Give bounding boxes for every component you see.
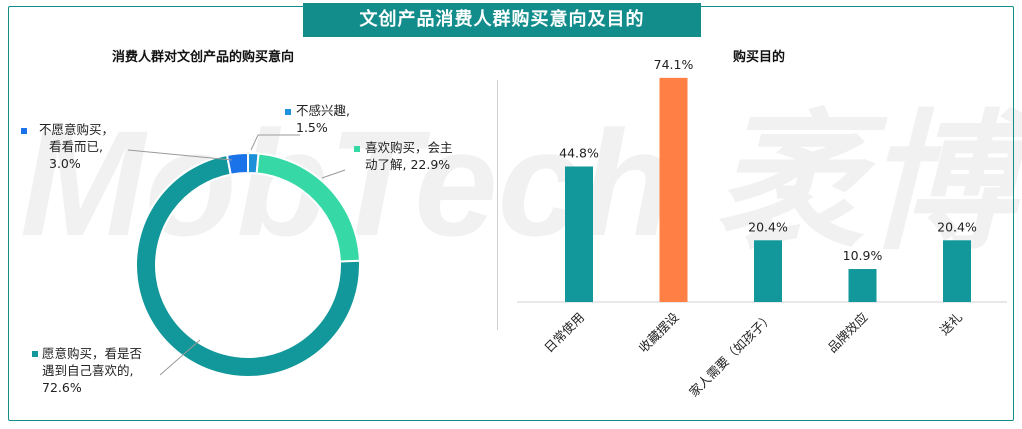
- bar-family-needs: [754, 240, 782, 302]
- label-unwilling-to-buy-leader: [127, 149, 233, 161]
- value-label-collection: 74.1%: [654, 57, 694, 72]
- label-unwilling-to-buy-line-1: 不愿意购买，: [39, 122, 114, 137]
- label-unwilling-to-buy-line-3: 3.0%: [49, 156, 81, 171]
- tick-label-brand-effect: 品牌效应: [825, 310, 871, 356]
- tick-label-family-needs: 家人需要（如孩子）: [686, 310, 776, 400]
- label-not-interested-leader: [250, 134, 300, 151]
- value-label-gift: 20.4%: [937, 219, 977, 234]
- label-like-to-buy-line-2: 动了解, 22.9%: [365, 157, 450, 172]
- label-willing-to-buy-line-2: 遇到自己喜欢的,: [42, 363, 133, 378]
- label-unwilling-to-buy-marker: [21, 128, 27, 134]
- value-label-brand-effect: 10.9%: [843, 248, 883, 263]
- tick-label-collection: 收藏摆设: [636, 309, 682, 355]
- label-not-interested-line-1: 不感兴趣,: [296, 103, 350, 118]
- bar-collection: [659, 77, 688, 302]
- chart-divider: [497, 80, 498, 330]
- bar-gift: [943, 240, 971, 302]
- label-like-to-buy-line-1: 喜欢购买，会主: [365, 140, 453, 155]
- bar-brand-effect: [848, 269, 877, 302]
- tick-label-daily-use: 日常使用: [541, 310, 587, 356]
- slice-willing-to-buy: [135, 153, 361, 378]
- label-like-to-buy-leader: [321, 169, 346, 179]
- label-like-to-buy-marker: [354, 146, 360, 152]
- label-not-interested-marker: [285, 109, 291, 115]
- label-willing-to-buy-leader: [159, 339, 201, 376]
- bar-chart: 44.8% 日常使用 74.1% 收藏摆设 20.4% 家人需要（如孩子） 10.9% 品牌效…: [517, 57, 1007, 400]
- label-willing-to-buy-line-1: 愿意购买，看是否: [42, 346, 142, 361]
- label-not-interested-line-2: 1.5%: [296, 120, 328, 135]
- tick-label-gift: 送礼: [937, 310, 965, 338]
- page-title: 文创产品消费人群购买意向及目的: [303, 3, 701, 37]
- right-chart-subtitle: 购买目的: [733, 50, 786, 65]
- value-label-daily-use: 44.8%: [559, 145, 599, 160]
- slice-unwilling-to-buy: [225, 151, 249, 176]
- label-unwilling-to-buy-line-2: 看看而已,: [49, 139, 103, 154]
- label-willing-to-buy-marker: [32, 351, 38, 357]
- label-willing-to-buy-line-3: 72.6%: [42, 380, 82, 395]
- value-label-family-needs: 20.4%: [748, 219, 788, 234]
- left-chart-subtitle: 消费人群对文创产品的购买意向: [112, 50, 295, 65]
- bar-daily-use: [565, 166, 593, 302]
